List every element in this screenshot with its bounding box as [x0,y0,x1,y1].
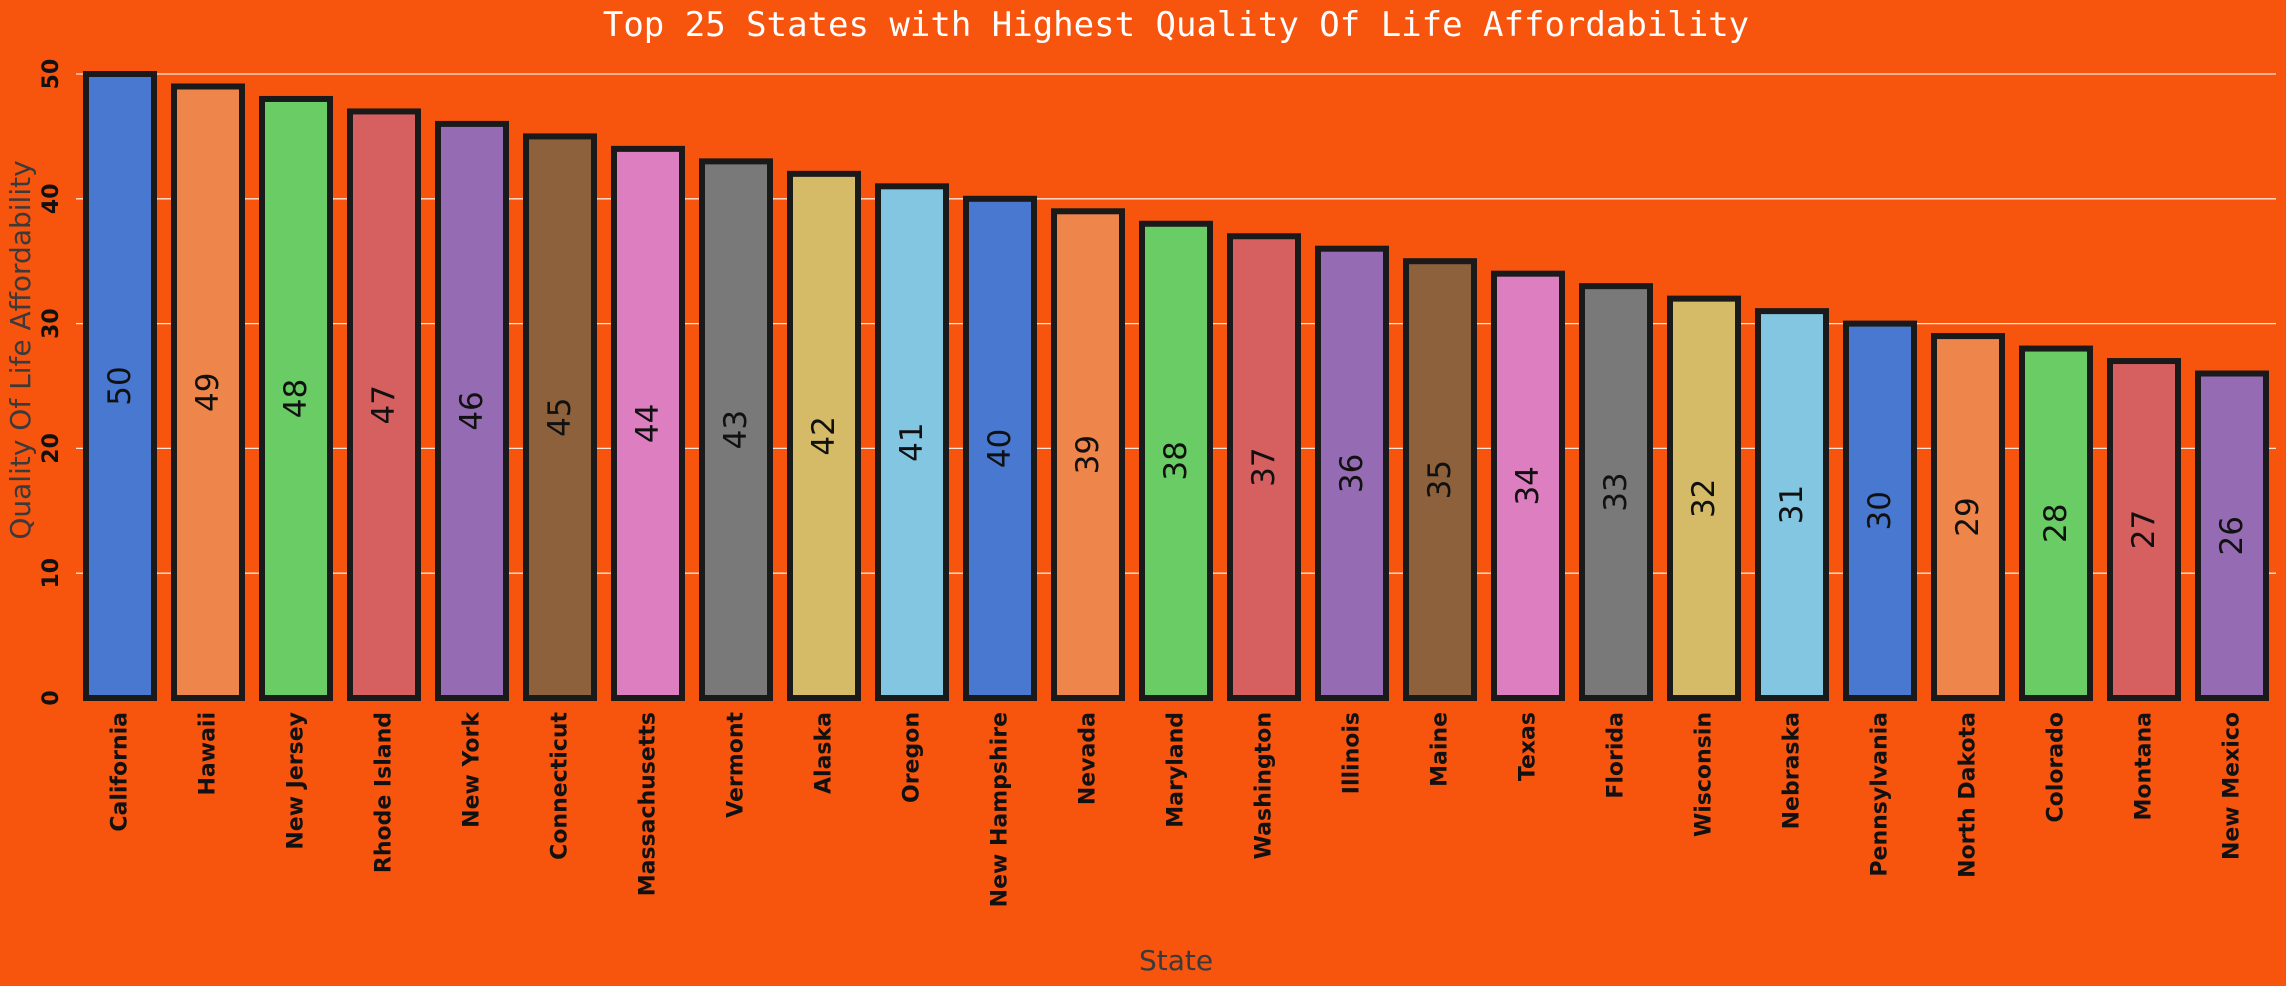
y-tick-label: 50 [39,59,64,90]
bar-value-label: 29 [1950,497,1986,536]
y-axis-label: Quality Of Life Affordability [4,160,37,539]
bar [1139,220,1213,701]
x-tick-label: Oregon [900,712,925,803]
bar-value-label: 44 [630,404,666,443]
x-axis-label: State [1139,944,1213,977]
y-tick-label: 10 [39,558,64,589]
x-tick-label: New Hampshire [988,712,1013,907]
bar [259,95,333,701]
bar [1755,308,1829,701]
bar [1667,295,1741,701]
x-tick-label: Illinois [1340,712,1365,794]
bar [875,183,949,701]
x-axis-ticks: California Hawaii New Jersey Rhode Island Ne… [108,711,2245,908]
x-tick-label: Maine [1428,712,1453,787]
bar-value-label: 50 [102,366,138,405]
bar [611,145,685,701]
bar [1491,270,1565,701]
x-tick-label: Nevada [1076,712,1101,805]
bar [83,71,157,701]
x-tick-label: Nebraska [1780,712,1805,829]
x-tick-label: North Dakota [1956,712,1981,878]
bar-value-label: 49 [190,373,226,412]
x-tick-label: Wisconsin [1692,712,1717,837]
bar-value-label: 47 [366,385,402,424]
bar [1315,245,1389,701]
bar [1931,333,2005,701]
bar [2019,345,2093,701]
bar-value-label: 40 [982,429,1018,468]
x-tick-label: Vermont [724,712,749,818]
bar [2195,370,2269,701]
bar-value-label: 26 [2214,516,2250,555]
bar [347,108,421,701]
bar-value-label: 43 [718,410,754,449]
x-tick-label: Alaska [812,712,837,794]
x-tick-label: Massachusetts [636,712,661,896]
bar [523,133,597,701]
y-tick-label: 20 [39,433,64,464]
bar-value-label: 34 [1510,466,1546,505]
y-axis-ticks: 0 10 20 30 40 50 [39,59,64,706]
bar [1403,258,1477,701]
bar-value-label: 39 [1070,435,1106,474]
bar-value-label: 37 [1246,447,1282,486]
bar [699,158,773,702]
bars: 50 49 48 47 46 45 44 43 42 41 40 39 38 37 36 35 34 33 32 31… [83,71,2269,702]
x-tick-label: Hawaii [196,712,221,796]
x-tick-label: New Mexico [2220,712,2245,860]
bar [787,170,861,701]
bar-value-label: 31 [1774,485,1810,524]
bar-value-label: 33 [1598,472,1634,511]
bar-value-label: 28 [2038,504,2074,543]
bar [2107,358,2181,701]
bar-value-label: 35 [1422,460,1458,499]
x-tick-label: California [108,712,133,832]
y-tick-label: 40 [39,183,64,214]
bar-value-label: 38 [1158,441,1194,480]
y-tick-label: 0 [39,690,64,705]
bar [1051,208,1125,701]
x-tick-label: Rhode Island [372,712,397,873]
y-tick-label: 30 [39,308,64,339]
bar [1843,320,1917,701]
bar [435,120,509,702]
x-tick-label: New Jersey [284,712,309,850]
x-tick-label: Maryland [1164,712,1189,828]
bar [1579,283,1653,701]
x-tick-label: New York [460,711,485,828]
chart-title: Top 25 States with Highest Quality Of Li… [603,5,1749,45]
bar-value-label: 45 [542,397,578,436]
bar-value-label: 32 [1686,479,1722,518]
x-tick-label: Pennsylvania [1868,712,1893,877]
x-tick-label: Colorado [2044,712,2069,822]
bar-value-label: 30 [1862,491,1898,530]
bar [1227,233,1301,702]
x-tick-label: Texas [1516,712,1541,781]
x-tick-label: Montana [2132,712,2157,821]
bar [963,195,1037,702]
x-tick-label: Connecticut [548,712,573,860]
bar-value-label: 27 [2126,510,2162,549]
bar-value-label: 46 [454,391,490,430]
bar-value-label: 48 [278,379,314,418]
bar-value-label: 42 [806,416,842,455]
bar [171,83,245,702]
bar-value-label: 36 [1334,454,1370,493]
bar-value-label: 41 [894,422,930,461]
x-tick-label: Washington [1252,712,1277,859]
x-tick-label: Florida [1604,712,1629,799]
